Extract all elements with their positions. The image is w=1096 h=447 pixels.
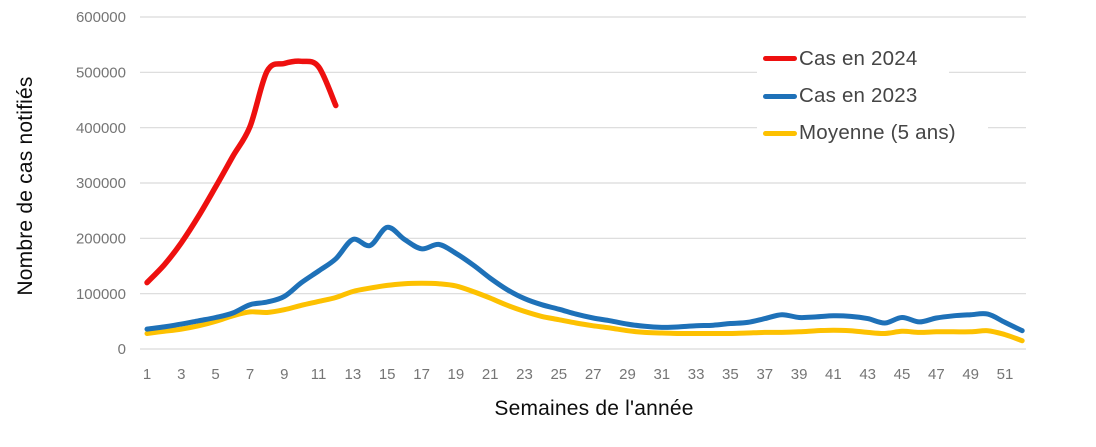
- x-tick-label: 21: [482, 366, 499, 383]
- x-tick-label: 3: [177, 366, 185, 383]
- x-tick-label: 11: [311, 366, 327, 383]
- x-tick-label: 5: [211, 366, 219, 383]
- x-tick-label: 43: [859, 366, 876, 383]
- x-tick-label: 35: [722, 366, 739, 383]
- x-tick-label: 49: [962, 366, 979, 383]
- x-tick-label: 31: [653, 366, 670, 383]
- y-tick-label: 0: [118, 341, 126, 358]
- x-tick-label: 23: [516, 366, 533, 383]
- x-tick-label: 25: [550, 366, 567, 383]
- x-tick-label: 29: [619, 366, 636, 383]
- x-tick-label: 1: [143, 366, 151, 383]
- x-tick-label: 7: [246, 366, 254, 383]
- legend-item-cas-en-2023: Cas en 2023: [757, 77, 950, 115]
- legend: Cas en 2024 Cas en 2023 Moyenne (5 ans): [757, 40, 988, 153]
- legend-item-cas-en-2024: Cas en 2024: [757, 40, 950, 78]
- x-tick-label: 27: [585, 366, 602, 383]
- x-tick-label: 15: [379, 366, 396, 383]
- y-tick-label: 100000: [76, 286, 126, 303]
- series-line-cas-en-2024: [144, 58, 339, 286]
- x-axis-title: Semaines de l'année: [494, 397, 694, 420]
- x-tick-label: 41: [825, 366, 842, 383]
- yellow-line-swatch-icon: [763, 130, 797, 136]
- x-tick-label: 33: [688, 366, 705, 383]
- y-tick-label: 600000: [76, 9, 126, 26]
- x-tick-label: 19: [448, 366, 465, 383]
- red-line-swatch-icon: [763, 56, 797, 62]
- y-tick-label: 400000: [76, 120, 126, 137]
- series-line-cas-en-2023: [144, 224, 1025, 334]
- x-tick-label: 37: [756, 366, 773, 383]
- x-tick-label: 13: [345, 366, 362, 383]
- y-tick-label: 500000: [76, 65, 126, 82]
- y-tick-label: 200000: [76, 231, 126, 248]
- legend-item-moyenne-5-ans: Moyenne (5 ans): [757, 114, 988, 153]
- x-tick-label: 9: [280, 366, 288, 383]
- x-tick-label: 51: [997, 366, 1014, 383]
- series-line-moyenne-5-ans: [144, 280, 1025, 344]
- y-tick-label: 300000: [76, 175, 126, 192]
- x-tick-label: 45: [894, 366, 911, 383]
- x-tick-label: 17: [413, 366, 430, 383]
- x-tick-label: 39: [791, 366, 808, 383]
- legend-label-cas-en-2024: Cas en 2024: [799, 46, 918, 70]
- y-axis-title: Nombre de cas notifiés: [14, 76, 37, 296]
- legend-label-cas-en-2023: Cas en 2023: [799, 84, 918, 108]
- blue-line-swatch-icon: [763, 93, 797, 99]
- x-tick-label: 47: [928, 366, 945, 383]
- legend-label-moyenne-5-ans: Moyenne (5 ans): [799, 121, 956, 145]
